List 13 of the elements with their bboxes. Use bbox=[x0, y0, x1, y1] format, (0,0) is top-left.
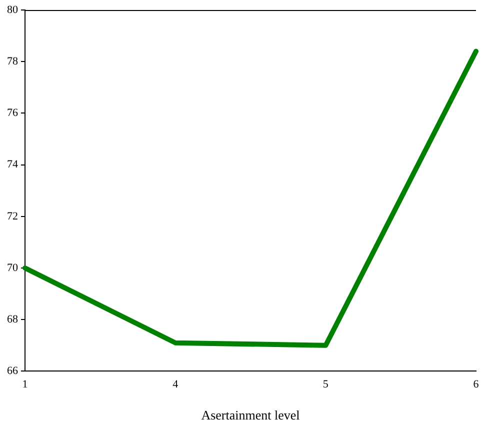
y-tick-label: 68 bbox=[7, 313, 18, 326]
y-tick-label: 72 bbox=[7, 210, 18, 222]
y-tick-label: 70 bbox=[7, 262, 18, 274]
y-tick-label: 78 bbox=[7, 55, 18, 68]
x-tick-label: 1 bbox=[22, 378, 28, 391]
y-tick-label: 74 bbox=[7, 158, 18, 171]
x-tick-label: 5 bbox=[322, 378, 329, 391]
y-tick-label: 66 bbox=[7, 365, 18, 378]
y-tick-label: 76 bbox=[7, 107, 18, 120]
x-tick-label: 6 bbox=[473, 378, 480, 391]
y-tick-label: 80 bbox=[7, 4, 18, 16]
x-axis-title: Asertainment level bbox=[201, 408, 300, 423]
x-tick-label: 4 bbox=[172, 378, 179, 391]
